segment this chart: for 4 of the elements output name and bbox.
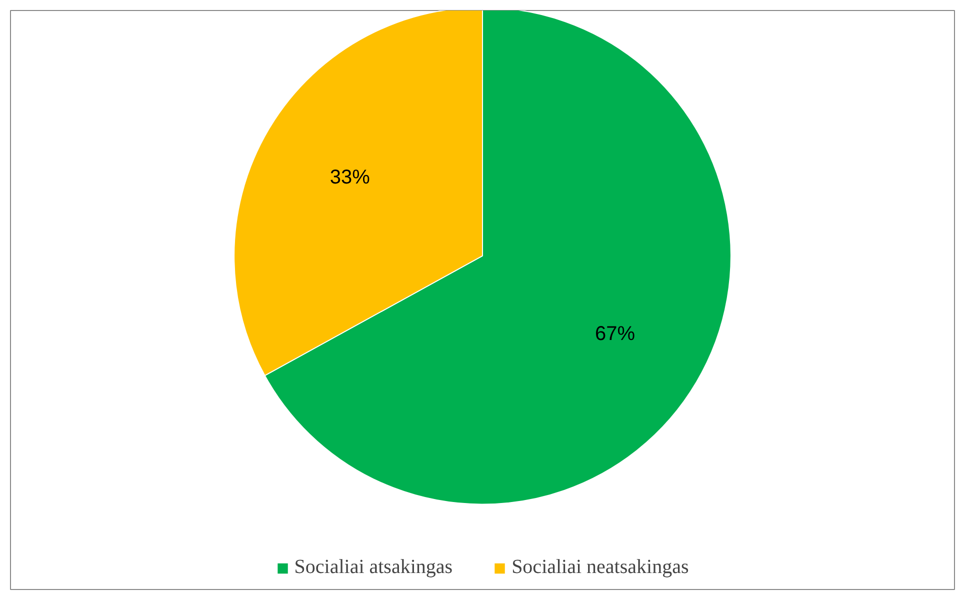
legend-label: Socialiai neatsakingas — [512, 556, 689, 579]
legend-label: Socialiai atsakingas — [294, 556, 453, 579]
data-label: 33% — [330, 166, 370, 188]
data-label: 67% — [595, 323, 636, 346]
